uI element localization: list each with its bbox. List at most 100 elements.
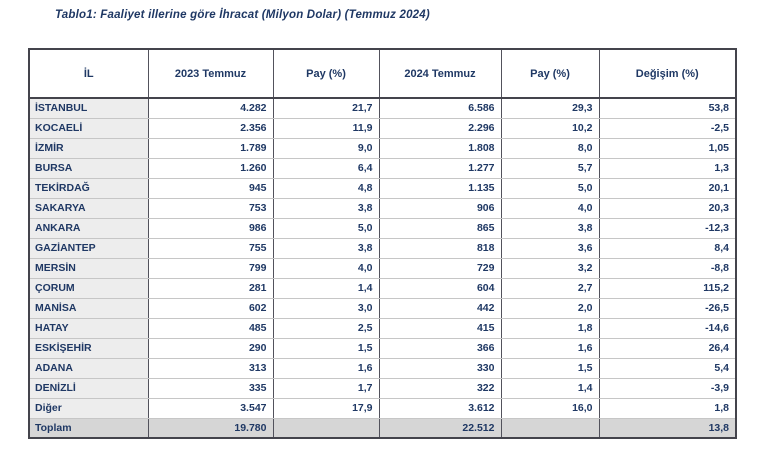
value-cell: 5,4 [598,357,737,379]
value-cell: 1,05 [598,137,737,159]
value-cell: 4,8 [272,177,380,199]
column-header-il: İL [28,49,149,99]
table-body: İSTANBUL 4.282 21,7 6.586 29,3 53,8 KOCAELİ 2.3… [28,97,737,439]
table-row: SAKARYA 753 3,8 906 4,0 20,3 [28,197,737,219]
table-row: HATAY 485 2,5 415 1,8 -14,6 [28,317,737,339]
value-cell: 5,0 [500,177,600,199]
value-cell: 2.356 [147,117,274,139]
province-cell: MERSİN [28,257,149,279]
value-cell: 19.780 [147,417,274,439]
value-cell: 1,8 [598,397,737,419]
value-cell: 3.547 [147,397,274,419]
value-cell: 22.512 [378,417,502,439]
value-cell: 442 [378,297,502,319]
value-cell: 1.260 [147,157,274,179]
province-cell: MANİSA [28,297,149,319]
table-row: KOCAELİ 2.356 11,9 2.296 10,2 -2,5 [28,117,737,139]
value-cell: 986 [147,217,274,239]
value-cell: 1,4 [500,377,600,399]
table-row: DENİZLİ 335 1,7 322 1,4 -3,9 [28,377,737,399]
value-cell: 8,4 [598,237,737,259]
value-cell: 1,6 [500,337,600,359]
province-cell: ANKARA [28,217,149,239]
value-cell [500,417,600,439]
value-cell: 906 [378,197,502,219]
value-cell: 1,5 [272,337,380,359]
table-row: ÇORUM 281 1,4 604 2,7 115,2 [28,277,737,299]
value-cell: 4.282 [147,97,274,119]
value-cell: 290 [147,337,274,359]
column-header-pay-2024: Pay (%) [500,49,600,99]
value-cell: 9,0 [272,137,380,159]
value-cell: 281 [147,277,274,299]
province-cell: İSTANBUL [28,97,149,119]
province-cell: HATAY [28,317,149,339]
table-row-total: Toplam 19.780 22.512 13,8 [28,417,737,439]
column-header-degisim: Değişim (%) [598,49,737,99]
value-cell: -12,3 [598,217,737,239]
value-cell: 755 [147,237,274,259]
value-cell: 3,0 [272,297,380,319]
value-cell: 313 [147,357,274,379]
value-cell: 2,5 [272,317,380,339]
table-row: GAZİANTEP 755 3,8 818 3,6 8,4 [28,237,737,259]
province-cell: ESKİŞEHİR [28,337,149,359]
table-row: ESKİŞEHİR 290 1,5 366 1,6 26,4 [28,337,737,359]
value-cell [272,417,380,439]
value-cell: 4,0 [500,197,600,219]
value-cell: 1.789 [147,137,274,159]
value-cell: 1,7 [272,377,380,399]
value-cell: 16,0 [500,397,600,419]
province-cell: SAKARYA [28,197,149,219]
province-cell: DENİZLİ [28,377,149,399]
value-cell: -14,6 [598,317,737,339]
value-cell: 753 [147,197,274,219]
table-row: MERSİN 799 4,0 729 3,2 -8,8 [28,257,737,279]
province-cell: ÇORUM [28,277,149,299]
value-cell: 330 [378,357,502,379]
table-row: ANKARA 986 5,0 865 3,8 -12,3 [28,217,737,239]
value-cell: 17,9 [272,397,380,419]
value-cell: 5,7 [500,157,600,179]
value-cell: 5,0 [272,217,380,239]
value-cell: 945 [147,177,274,199]
table-title: Tablo1: Faaliyet illerine göre İhracat (… [55,9,430,21]
province-cell: Diğer [28,397,149,419]
value-cell: 8,0 [500,137,600,159]
value-cell: 1,8 [500,317,600,339]
value-cell: -26,5 [598,297,737,319]
province-cell: KOCAELİ [28,117,149,139]
value-cell: 4,0 [272,257,380,279]
table-row: Diğer 3.547 17,9 3.612 16,0 1,8 [28,397,737,419]
table-row: MANİSA 602 3,0 442 2,0 -26,5 [28,297,737,319]
value-cell: 729 [378,257,502,279]
value-cell: -3,9 [598,377,737,399]
value-cell: 2.296 [378,117,502,139]
value-cell: 3,2 [500,257,600,279]
value-cell: 115,2 [598,277,737,299]
value-cell: -8,8 [598,257,737,279]
province-cell: BURSA [28,157,149,179]
province-cell: ADANA [28,357,149,379]
value-cell: 335 [147,377,274,399]
table-row: ADANA 313 1,6 330 1,5 5,4 [28,357,737,379]
value-cell: 2,7 [500,277,600,299]
value-cell: 10,2 [500,117,600,139]
value-cell: 865 [378,217,502,239]
value-cell: 366 [378,337,502,359]
value-cell: 26,4 [598,337,737,359]
column-header-2024-temmuz: 2024 Temmuz [378,49,502,99]
value-cell: 1,5 [500,357,600,379]
value-cell: 11,9 [272,117,380,139]
value-cell: 20,3 [598,197,737,219]
province-cell: İZMİR [28,137,149,159]
table-row: TEKİRDAĞ 945 4,8 1.135 5,0 20,1 [28,177,737,199]
province-cell: Toplam [28,417,149,439]
value-cell: 53,8 [598,97,737,119]
table-header: İL 2023 Temmuz Pay (%) 2024 Temmuz Pay (… [28,49,737,99]
value-cell: 602 [147,297,274,319]
value-cell: 415 [378,317,502,339]
table-row: BURSA 1.260 6,4 1.277 5,7 1,3 [28,157,737,179]
value-cell: 1,3 [598,157,737,179]
